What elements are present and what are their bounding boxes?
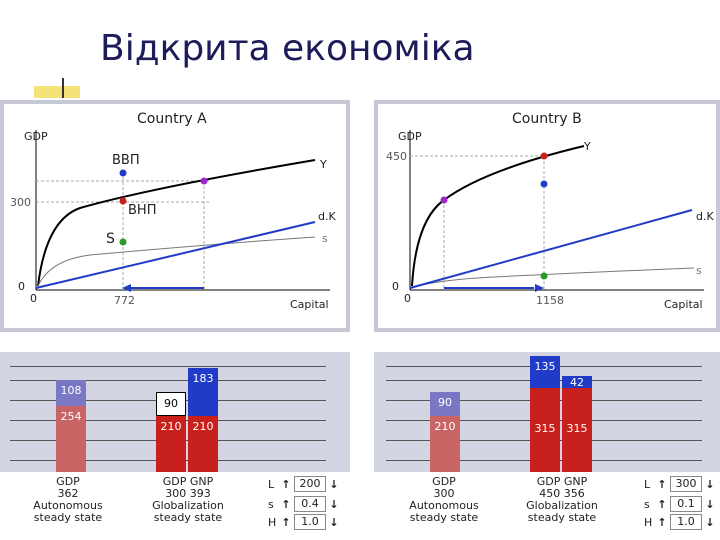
country-b-gnp-dot — [540, 180, 548, 188]
country-b-h-input[interactable]: 1.0 — [670, 514, 702, 530]
arrow-up-icon[interactable]: ↑ — [281, 477, 291, 491]
country-b-savings-curve — [411, 267, 695, 289]
country-a-gdp-dot — [119, 169, 127, 177]
country-a-x-origin: 0 — [30, 292, 37, 305]
country-a-h-input[interactable]: 1.0 — [294, 514, 326, 530]
country-a-s-label: s — [322, 232, 328, 245]
country-b-gdp-axis-label: GDP — [398, 130, 422, 143]
country-b-y-origin: 0 — [392, 280, 399, 293]
country-b-autarky-caption: GDP 300 Autonomous steady state — [409, 475, 479, 524]
country-a-title: Country A — [137, 111, 207, 127]
country-a-chart — [4, 104, 346, 328]
country-b-depreciation-line — [409, 209, 693, 289]
decor-bar — [34, 86, 80, 98]
country-b-capital-axis-label: Capital — [664, 298, 703, 311]
country-a-l-input[interactable]: 200 — [294, 476, 326, 492]
country-b-x-mark: 1158 — [536, 294, 564, 307]
country-b-global-caption: GDP GNP 450 356 Globalization steady sta… — [526, 475, 598, 524]
country-a-plot — [35, 130, 330, 292]
country-a-gnp-bar-top: 183 — [188, 368, 218, 416]
page-title: Відкрита економіка — [100, 28, 475, 69]
country-a-y-origin: 0 — [18, 280, 25, 293]
country-b-y-tick: 450 — [386, 150, 407, 163]
country-b-dk-label: d.K — [696, 210, 714, 223]
arrow-up-icon[interactable]: ↑ — [657, 497, 667, 511]
country-a-control-s[interactable]: s ↑ 0.4 ↓ — [268, 496, 339, 512]
arrow-down-icon[interactable]: ↓ — [705, 477, 715, 491]
country-a-capital-axis-label: Capital — [290, 298, 329, 311]
country-a-global-dot — [200, 177, 208, 185]
country-a-gdp-axis-label: GDP — [24, 130, 48, 143]
arrow-down-icon[interactable]: ↓ — [705, 515, 715, 529]
country-b-gnp-bar-bottom: 315 — [562, 388, 592, 472]
country-b-l-input[interactable]: 300 — [670, 476, 702, 492]
country-a-annotation-gnp: ВНП — [128, 203, 157, 218]
country-b-chart — [378, 104, 716, 328]
arrow-up-icon[interactable]: ↑ — [657, 515, 667, 529]
country-b-y-label: Y — [584, 140, 591, 153]
country-b-control-l[interactable]: L ↑ 300 ↓ — [644, 476, 715, 492]
country-a-gdp-bar-top: 90 — [156, 392, 186, 416]
country-b-autarky-bar-bottom: 210 — [430, 416, 460, 472]
arrow-down-icon[interactable]: ↓ — [329, 477, 339, 491]
country-b-output-curve — [411, 145, 585, 287]
country-a-s-input[interactable]: 0.4 — [294, 496, 326, 512]
country-a-s-dot — [119, 238, 127, 246]
country-b-autarky-bar-top: 90 — [430, 392, 460, 416]
country-b-s-dot — [540, 272, 548, 280]
country-b-plot — [409, 130, 704, 292]
arrow-down-icon[interactable]: ↓ — [705, 497, 715, 511]
country-a-output-curve — [37, 159, 316, 287]
country-b-autarky-dot — [440, 196, 448, 204]
country-a-annotation-gdp: ВВП — [112, 153, 140, 168]
country-a-y-tick: 300 — [10, 196, 31, 209]
country-b-control-h[interactable]: H ↑ 1.0 ↓ — [644, 514, 715, 530]
country-b-gdp-bar-bottom: 315 — [530, 388, 560, 472]
country-a-savings-curve — [37, 236, 316, 287]
country-a-autarky-bar-top: 108 — [56, 380, 86, 406]
country-b-title: Country B — [512, 111, 582, 127]
country-a-autarky-caption: GDP 362 Autonomous steady state — [33, 475, 103, 524]
country-b-x-origin: 0 — [404, 292, 411, 305]
arrow-up-icon[interactable]: ↑ — [657, 477, 667, 491]
country-b-gnp-bar-top: 42 — [562, 376, 592, 389]
country-a-control-h[interactable]: H ↑ 1.0 ↓ — [268, 514, 339, 530]
country-a-gnp-dot — [119, 197, 127, 205]
country-b-control-s[interactable]: s ↑ 0.1 ↓ — [644, 496, 715, 512]
decor-mark — [62, 78, 64, 98]
country-a-annotation-s: S — [106, 231, 115, 247]
country-b-gdp-dot — [540, 152, 548, 160]
country-a-global-caption: GDP GNP 300 393 Globalization steady sta… — [152, 475, 224, 524]
arrow-down-icon[interactable]: ↓ — [329, 515, 339, 529]
country-b-s-label: s — [696, 264, 702, 277]
country-a-gnp-bar-bottom: 210 — [188, 416, 218, 472]
country-b-s-input[interactable]: 0.1 — [670, 496, 702, 512]
country-b-gdp-bar-top: 135 — [530, 356, 560, 388]
country-a-autarky-bar-bottom: 254 — [56, 406, 86, 472]
country-a-depreciation-line — [35, 221, 316, 289]
country-a-x-mark: 772 — [114, 294, 135, 307]
country-a-gdp-bar-bottom: 210 — [156, 416, 186, 472]
arrow-up-icon[interactable]: ↑ — [281, 515, 291, 529]
country-a-y-label: Y — [320, 158, 327, 171]
arrow-down-icon[interactable]: ↓ — [329, 497, 339, 511]
arrow-up-icon[interactable]: ↑ — [281, 497, 291, 511]
country-a-dk-label: d.K — [318, 210, 336, 223]
country-a-control-l[interactable]: L ↑ 200 ↓ — [268, 476, 339, 492]
